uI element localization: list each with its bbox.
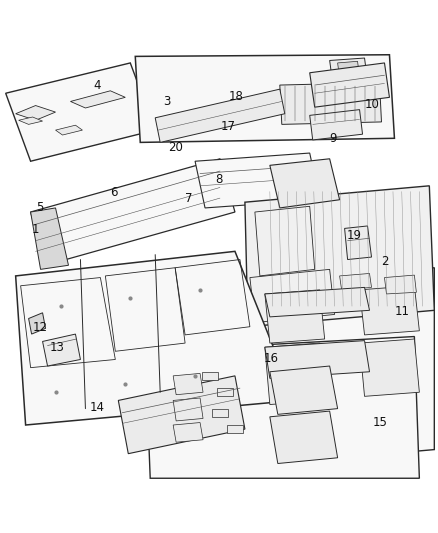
Text: 7: 7 [185,192,192,205]
Text: 1: 1 [32,223,39,236]
Polygon shape [135,55,395,142]
Polygon shape [265,287,370,317]
Polygon shape [56,125,82,135]
Polygon shape [16,106,56,120]
Text: 6: 6 [110,186,118,199]
Text: 13: 13 [50,341,65,354]
Polygon shape [118,376,245,454]
Polygon shape [19,117,42,124]
Text: 5: 5 [36,201,44,214]
Polygon shape [173,423,203,442]
Polygon shape [28,313,46,334]
Polygon shape [250,268,434,466]
Polygon shape [385,275,417,294]
Text: 17: 17 [220,120,235,133]
Polygon shape [360,339,419,397]
Text: 14: 14 [89,401,104,414]
Polygon shape [173,398,203,421]
Polygon shape [173,374,203,395]
Polygon shape [265,341,370,378]
Text: 4: 4 [93,79,100,92]
Polygon shape [339,273,371,290]
Polygon shape [272,162,314,188]
Polygon shape [42,334,81,366]
Text: 15: 15 [373,416,388,429]
Polygon shape [16,252,295,425]
Polygon shape [227,425,243,433]
Polygon shape [212,409,228,417]
Polygon shape [265,343,325,405]
Polygon shape [270,366,338,414]
Polygon shape [345,226,371,260]
Text: 2: 2 [381,255,389,268]
Polygon shape [338,61,360,78]
Polygon shape [31,159,235,265]
Polygon shape [280,83,381,124]
Polygon shape [217,388,233,397]
Text: 9: 9 [329,132,336,145]
Polygon shape [155,89,285,142]
Text: 8: 8 [215,173,223,185]
Polygon shape [270,411,338,464]
Text: 12: 12 [32,321,47,334]
Polygon shape [195,153,320,208]
Polygon shape [265,290,325,343]
Polygon shape [330,58,367,83]
Text: 10: 10 [364,99,379,111]
Polygon shape [202,372,218,380]
Text: 11: 11 [395,304,410,318]
Polygon shape [245,186,434,327]
Text: 20: 20 [168,141,183,154]
Polygon shape [71,91,125,108]
Polygon shape [310,63,389,107]
Polygon shape [270,159,339,208]
Text: 3: 3 [163,95,170,108]
Text: 18: 18 [229,90,244,103]
Polygon shape [310,110,363,140]
Text: 19: 19 [347,229,362,241]
Text: 16: 16 [264,352,279,365]
Polygon shape [145,336,419,478]
Polygon shape [31,208,68,269]
Polygon shape [6,63,155,161]
Polygon shape [360,286,419,335]
